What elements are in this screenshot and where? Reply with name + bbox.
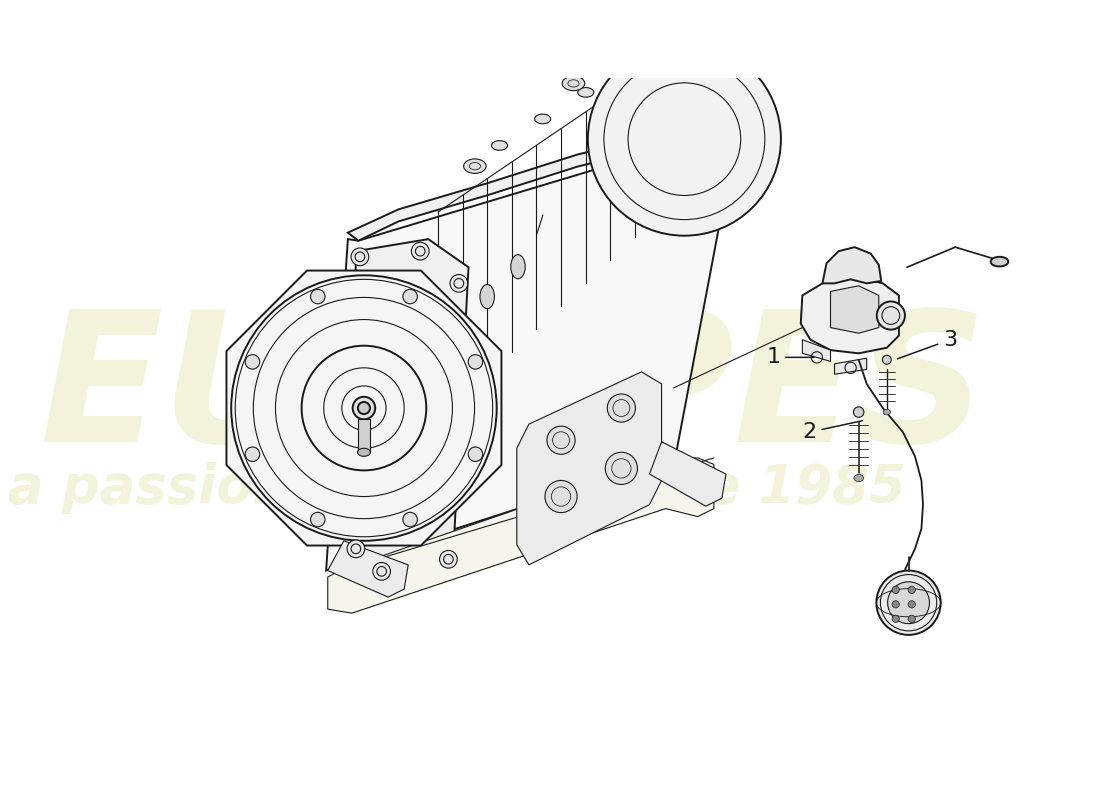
Ellipse shape [615,66,630,76]
Ellipse shape [624,25,647,39]
Ellipse shape [544,481,578,513]
Ellipse shape [535,114,551,124]
Polygon shape [326,126,738,570]
Polygon shape [801,275,899,354]
Ellipse shape [403,290,417,304]
Ellipse shape [231,275,497,541]
Polygon shape [352,239,469,581]
Ellipse shape [909,615,915,622]
Ellipse shape [547,426,575,454]
Ellipse shape [480,285,494,309]
Ellipse shape [353,397,375,419]
Ellipse shape [403,512,417,526]
Ellipse shape [348,540,365,558]
Ellipse shape [883,410,890,415]
Polygon shape [802,340,830,362]
Ellipse shape [991,257,1009,266]
Text: EUROPES: EUROPES [39,304,987,480]
Text: 3: 3 [898,330,957,359]
Polygon shape [823,247,881,283]
Ellipse shape [562,76,585,90]
Polygon shape [328,541,408,597]
Ellipse shape [469,447,483,462]
Ellipse shape [587,42,781,236]
Ellipse shape [888,582,930,624]
Ellipse shape [450,274,468,292]
Text: 2: 2 [802,421,862,442]
Ellipse shape [411,242,429,260]
Ellipse shape [310,290,324,304]
Polygon shape [227,270,502,546]
Polygon shape [348,114,738,241]
Polygon shape [328,458,714,613]
Ellipse shape [651,45,668,54]
Ellipse shape [469,354,483,369]
Ellipse shape [854,407,864,418]
Ellipse shape [463,159,486,174]
Ellipse shape [310,512,324,526]
Ellipse shape [892,615,900,622]
Ellipse shape [578,87,594,98]
Polygon shape [649,442,726,506]
Ellipse shape [909,601,915,608]
Ellipse shape [877,570,940,635]
Polygon shape [830,286,879,334]
Polygon shape [517,372,661,565]
Ellipse shape [358,448,371,456]
Polygon shape [835,358,867,374]
Ellipse shape [607,394,636,422]
Ellipse shape [492,141,507,150]
Ellipse shape [909,586,915,594]
Ellipse shape [245,447,260,462]
Ellipse shape [373,562,390,580]
Polygon shape [358,419,371,452]
Text: 1: 1 [767,347,814,367]
Ellipse shape [351,248,369,266]
Ellipse shape [510,254,525,278]
Ellipse shape [440,550,458,568]
Ellipse shape [882,355,891,364]
Ellipse shape [892,586,900,594]
Ellipse shape [854,474,864,482]
Ellipse shape [877,302,905,330]
Ellipse shape [245,354,260,369]
Ellipse shape [358,402,370,414]
Text: a passion for parts since 1985: a passion for parts since 1985 [8,462,905,514]
Ellipse shape [892,601,900,608]
Ellipse shape [605,452,638,485]
